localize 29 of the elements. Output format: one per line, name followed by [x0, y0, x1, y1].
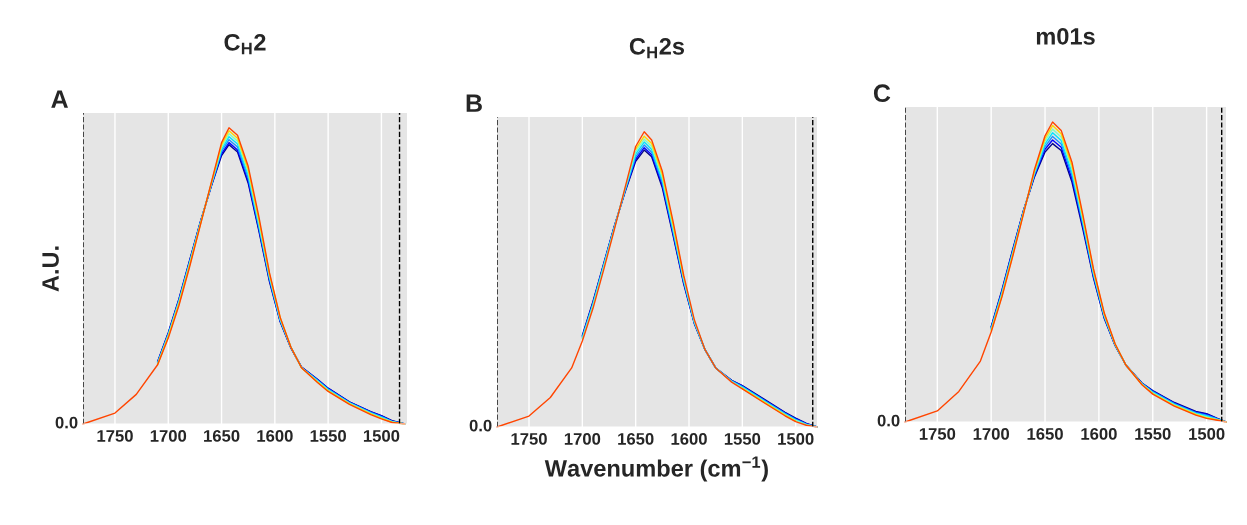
x-tick-label: 1600 [257, 430, 293, 442]
chart-title: m01s [1036, 28, 1095, 45]
text: 0.0 [877, 414, 900, 427]
x-tick-label: 1650 [204, 430, 240, 442]
x-tick-label: 1500 [363, 430, 400, 442]
x-tick-label: 1500 [1189, 428, 1225, 440]
x-tick-label: 1700 [973, 428, 1010, 440]
x-tick-label: 1750 [97, 430, 133, 442]
text: 0.0 [469, 419, 492, 432]
text: 0.0 [55, 416, 78, 429]
x-tick-label: 1750 [511, 433, 547, 445]
text: B [466, 94, 482, 112]
x-tick-label: 1700 [564, 433, 601, 445]
chart-title: C$_{H}$2s [629, 37, 685, 59]
x-tick-label: 1550 [310, 430, 346, 442]
x-tick-label: 1550 [724, 433, 761, 445]
x-tick-label: 1550 [1135, 428, 1171, 440]
x-axis-title: Wavenumber (cm$^{−1}$) [544, 456, 768, 482]
x-tick-label: 1650 [1027, 428, 1063, 440]
x-tick-label: 1700 [150, 430, 187, 442]
x-tick-label: 1750 [919, 428, 956, 440]
text: C [873, 84, 891, 103]
y-axis-title: A.U. [42, 246, 59, 292]
text: A [51, 90, 68, 108]
x-tick-label: 1650 [618, 433, 654, 445]
chart-title: C$_{H}$2 [224, 33, 266, 55]
x-tick-label: 1600 [1081, 428, 1117, 440]
x-tick-label: 1500 [778, 433, 814, 445]
x-tick-label: 1600 [671, 433, 707, 445]
